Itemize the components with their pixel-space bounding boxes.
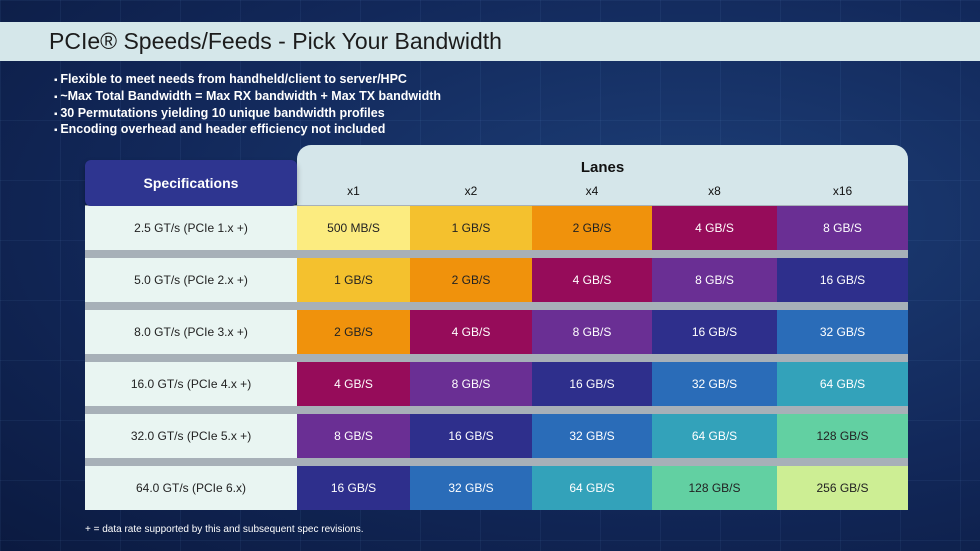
lane-header-x8: x8: [708, 184, 721, 198]
bandwidth-cell: 4 GB/S: [532, 258, 652, 302]
title-bar: PCIe® Speeds/Feeds - Pick Your Bandwidth: [0, 22, 980, 61]
table-row: 16.0 GT/s (PCIe 4.x +) 4 GB/S 8 GB/S 16 GB/…: [85, 362, 908, 406]
bandwidth-cell: 8 GB/S: [532, 310, 652, 354]
bandwidth-cell: 2 GB/S: [532, 206, 652, 250]
bandwidth-cell: 16 GB/S: [532, 362, 652, 406]
specifications-header: Specifications: [85, 160, 297, 206]
bandwidth-cell: 128 GB/S: [777, 414, 908, 458]
table-row: 2.5 GT/s (PCIe 1.x +) 500 MB/S 1 GB/S 2 GB/…: [85, 206, 908, 250]
bandwidth-cell: 128 GB/S: [652, 466, 777, 510]
bullet-list: Flexible to meet needs from handheld/cli…: [54, 72, 441, 139]
bandwidth-cell: 16 GB/S: [652, 310, 777, 354]
table-row: 64.0 GT/s (PCIe 6.x) 16 GB/S 32 GB/S 64 GB/…: [85, 466, 908, 510]
table-row: 32.0 GT/s (PCIe 5.x +) 8 GB/S 16 GB/S 32 GB…: [85, 414, 908, 458]
bandwidth-cell: 4 GB/S: [410, 310, 532, 354]
bandwidth-cell: 16 GB/S: [410, 414, 532, 458]
spec-cell: 5.0 GT/s (PCIe 2.x +): [85, 258, 297, 302]
spec-cell: 2.5 GT/s (PCIe 1.x +): [85, 206, 297, 250]
bandwidth-cell: 32 GB/S: [410, 466, 532, 510]
bandwidth-cell: 8 GB/S: [410, 362, 532, 406]
bullet: 30 Permutations yielding 10 unique bandw…: [54, 106, 441, 123]
bandwidth-cell: 32 GB/S: [777, 310, 908, 354]
bandwidth-cell: 256 GB/S: [777, 466, 908, 510]
bullet: Flexible to meet needs from handheld/cli…: [54, 72, 441, 89]
table-background: [85, 205, 908, 510]
page-title: PCIe® Speeds/Feeds - Pick Your Bandwidth: [49, 28, 502, 54]
bullet: ~Max Total Bandwidth = Max RX bandwidth …: [54, 89, 441, 106]
bandwidth-cell: 64 GB/S: [652, 414, 777, 458]
lane-header-x1: x1: [347, 184, 360, 198]
bandwidth-cell: 2 GB/S: [410, 258, 532, 302]
bandwidth-cell: 2 GB/S: [297, 310, 410, 354]
lane-header-x2: x2: [464, 184, 478, 198]
bandwidth-cell: 64 GB/S: [777, 362, 908, 406]
bandwidth-cell: 32 GB/S: [652, 362, 777, 406]
bandwidth-cell: 1 GB/S: [297, 258, 410, 302]
bandwidth-cell: 16 GB/S: [297, 466, 410, 510]
spec-cell: 8.0 GT/s (PCIe 3.x +): [85, 310, 297, 354]
bandwidth-cell: 64 GB/S: [532, 466, 652, 510]
bandwidth-cell: 4 GB/S: [297, 362, 410, 406]
bandwidth-cell: 500 MB/S: [297, 206, 410, 250]
spec-cell: 64.0 GT/s (PCIe 6.x): [85, 466, 297, 510]
bandwidth-cell: 16 GB/S: [777, 258, 908, 302]
spec-cell: 16.0 GT/s (PCIe 4.x +): [85, 362, 297, 406]
bandwidth-cell: 1 GB/S: [410, 206, 532, 250]
bandwidth-cell: 8 GB/S: [652, 258, 777, 302]
bandwidth-cell: 32 GB/S: [532, 414, 652, 458]
spec-cell: 32.0 GT/s (PCIe 5.x +): [85, 414, 297, 458]
lane-header-x16: x16: [832, 184, 853, 198]
table-row: 8.0 GT/s (PCIe 3.x +) 2 GB/S 4 GB/S 8 GB/S 1…: [85, 310, 908, 354]
lanes-title: Lanes: [580, 159, 625, 176]
bullet: Encoding overhead and header efficiency …: [54, 122, 441, 139]
bandwidth-cell: 4 GB/S: [652, 206, 777, 250]
footnote: + = data rate supported by this and subs…: [85, 524, 364, 535]
lane-header-x4: x4: [585, 184, 599, 198]
bandwidth-cell: 8 GB/S: [297, 414, 410, 458]
lanes-header: Lanes x1 x2 x4 x8 x16: [297, 145, 908, 205]
table-row: 5.0 GT/s (PCIe 2.x +) 1 GB/S 2 GB/S 4 GB/S 8…: [85, 258, 908, 302]
bandwidth-cell: 8 GB/S: [777, 206, 908, 250]
